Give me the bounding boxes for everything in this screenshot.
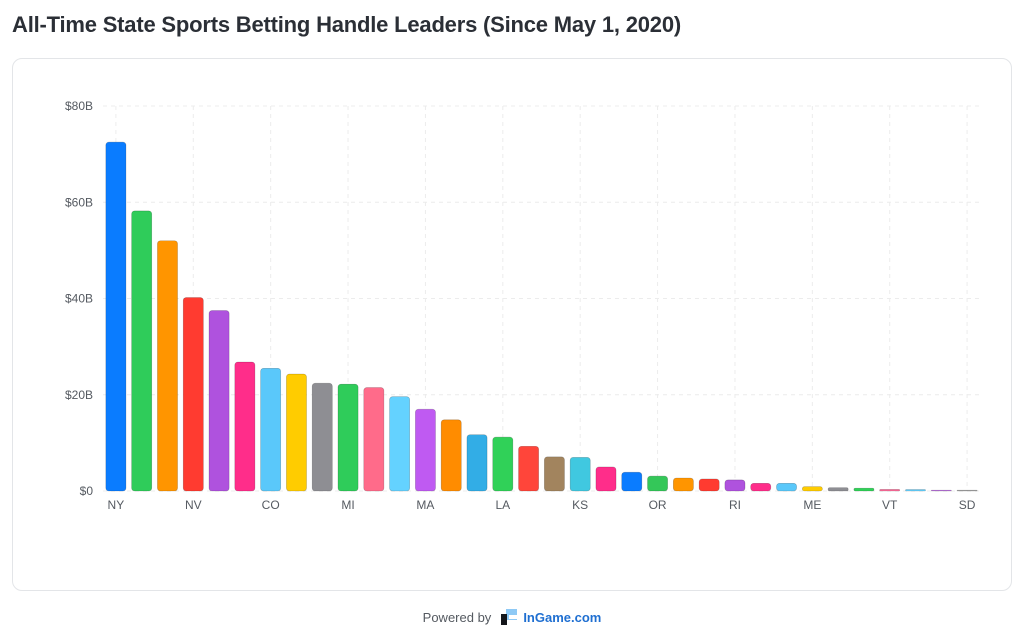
- bar-item-23[interactable]: [698, 478, 720, 492]
- x-axis-ticks: NY NV CO MI MA LA KS OR RI ME VT SD: [108, 498, 976, 512]
- bar-item-25[interactable]: [750, 482, 772, 492]
- y-tick-label: $40B: [65, 292, 93, 306]
- powered-by-text: Powered by: [422, 609, 492, 625]
- bar-item-4[interactable]: [208, 310, 230, 492]
- bar-item-29[interactable]: [853, 487, 875, 492]
- x-tick-label: SD: [959, 498, 976, 512]
- bar-me[interactable]: [801, 486, 823, 492]
- bar-item-7[interactable]: [286, 373, 307, 492]
- x-tick-label: MI: [341, 498, 354, 512]
- x-tick-label: ME: [803, 498, 821, 512]
- x-tick-label: NY: [108, 498, 125, 512]
- y-tick-label: $0: [80, 484, 94, 498]
- bar-or[interactable]: [647, 475, 668, 492]
- x-tick-label: NV: [185, 498, 202, 512]
- bar-item-17[interactable]: [544, 456, 565, 492]
- bar-vt[interactable]: [879, 489, 901, 492]
- bar-la[interactable]: [492, 436, 514, 492]
- y-tick-label: $60B: [65, 195, 93, 209]
- bar-item-2[interactable]: [157, 240, 178, 492]
- y-axis-ticks: $0 $20B $40B $60B $80B: [65, 99, 93, 498]
- bar-co[interactable]: [260, 367, 282, 492]
- x-tick-label: KS: [572, 498, 588, 512]
- bar-item-1[interactable]: [131, 210, 153, 492]
- x-tick-label: RI: [729, 498, 741, 512]
- bar-item-14[interactable]: [466, 434, 488, 492]
- y-tick-label: $80B: [65, 99, 93, 113]
- bar-item-32[interactable]: [930, 489, 952, 492]
- bar-ny[interactable]: [105, 141, 127, 492]
- bar-mi[interactable]: [337, 383, 359, 492]
- bar-ma[interactable]: [415, 408, 436, 492]
- ingame-logo-icon: [501, 609, 518, 625]
- bar-item-19[interactable]: [595, 466, 617, 492]
- bar-item-16[interactable]: [518, 445, 539, 492]
- footer: Powered by InGame.com: [0, 609, 1024, 625]
- bar-ks[interactable]: [569, 457, 591, 492]
- x-tick-label: OR: [649, 498, 667, 512]
- x-tick-label: LA: [495, 498, 510, 512]
- x-tick-label: MA: [416, 498, 434, 512]
- bar-sd[interactable]: [956, 489, 978, 492]
- y-tick-label: $20B: [65, 388, 93, 402]
- bar-item-31[interactable]: [905, 489, 926, 492]
- x-tick-label: VT: [882, 498, 898, 512]
- bar-item-11[interactable]: [389, 396, 410, 492]
- bar-ri[interactable]: [724, 479, 746, 492]
- page-title: All-Time State Sports Betting Handle Lea…: [12, 12, 681, 37]
- bar-item-28[interactable]: [827, 487, 849, 492]
- x-tick-label: CO: [262, 498, 280, 512]
- bars: [105, 141, 978, 492]
- bar-item-20[interactable]: [621, 471, 643, 492]
- bar-nv[interactable]: [182, 297, 204, 492]
- bar-item-13[interactable]: [440, 419, 462, 492]
- bar-item-10[interactable]: [363, 387, 385, 492]
- bar-item-22[interactable]: [673, 477, 694, 492]
- bar-item-26[interactable]: [776, 482, 797, 492]
- bar-item-5[interactable]: [234, 361, 256, 492]
- bar-item-8[interactable]: [311, 382, 333, 492]
- chart-card: [12, 58, 1012, 591]
- ingame-link[interactable]: InGame.com: [523, 609, 602, 625]
